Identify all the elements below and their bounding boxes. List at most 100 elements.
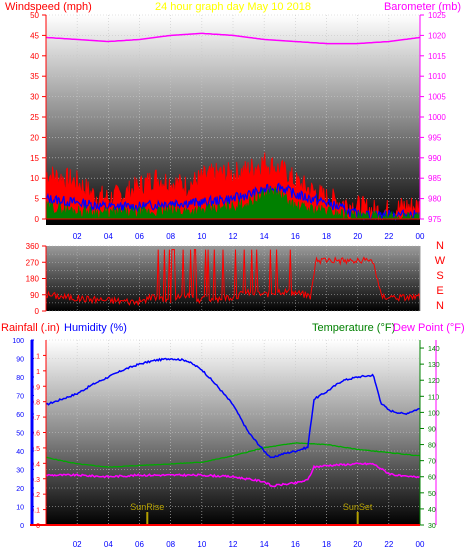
humidity-x-tick-label: 22: [384, 540, 393, 549]
temperature-tick-label: 40: [428, 507, 436, 514]
temperature-tick-label: 80: [428, 443, 436, 450]
humidity-x-tick-label: 12: [229, 540, 238, 549]
wind-low-series: [45, 185, 421, 221]
rain-tick-label: 0.5: [30, 446, 40, 453]
barometer-tick-label: 980: [428, 195, 442, 204]
barometer-tick-label: 985: [428, 174, 442, 183]
humidity-tick-label: 40: [16, 449, 24, 456]
wind-tick-label: 45: [30, 31, 39, 40]
wind-x-tick-label: 10: [197, 232, 206, 241]
windspeed-label: Windspeed (mph): [5, 1, 92, 13]
humidity-tick-label: 100: [12, 338, 24, 345]
sun-marker-label: SunSet: [343, 502, 373, 512]
wind-tick-label: 50: [30, 11, 39, 20]
graph-title: 24 hour graph day May 10 2018: [155, 1, 311, 13]
temperature-tick-label: 110: [428, 394, 439, 401]
wind-tick-label: 5: [35, 195, 40, 204]
humidity-x-tick-label: 04: [104, 540, 113, 549]
barometer-tick-label: 990: [428, 154, 442, 163]
humidity-tick-label: 20: [16, 486, 24, 493]
direction-tick-label: 360: [26, 242, 40, 251]
grid-lines: [46, 14, 421, 526]
temperature-tick-label: 30: [428, 523, 436, 530]
wind-x-tick-label: 12: [229, 232, 238, 241]
compass-label: W: [435, 255, 446, 267]
humidity-tick-label: 50: [16, 431, 24, 438]
direction-tick-label: 0: [35, 307, 40, 316]
barometer-series: [45, 32, 421, 45]
wind-direction-series: [45, 249, 421, 306]
compass-label: E: [436, 285, 443, 297]
temperature-tick-label: 70: [428, 459, 436, 466]
barometer-tick-label: 1000: [428, 113, 446, 122]
temperature-label: Temperature (°F): [312, 322, 395, 334]
humidity-x-tick-label: 02: [73, 540, 82, 549]
rain-tick-label: 1.1: [30, 353, 40, 360]
humidity-x-tick-label: 00: [416, 540, 425, 549]
barometer-tick-label: 1005: [428, 93, 446, 102]
barometer-tick-label: 975: [428, 215, 442, 224]
humidity-tick-label: 90: [16, 357, 24, 364]
compass-label: S: [436, 270, 443, 282]
humidity-tick-label: 0: [20, 523, 24, 530]
barometer-tick-label: 1020: [428, 31, 446, 40]
humidity-series: [45, 357, 421, 459]
barometer-label: Barometer (mb): [384, 1, 461, 13]
humidity-x-tick-label: 10: [197, 540, 206, 549]
humidity-tick-label: 30: [16, 468, 24, 475]
wind-tick-label: 25: [30, 113, 39, 122]
wind-tick-label: 35: [30, 72, 39, 81]
rainfall-label: Rainfall (.in): [1, 322, 60, 334]
rain-tick-label: 0.6: [30, 431, 40, 438]
temperature-tick-label: 90: [428, 426, 436, 433]
rain-tick-label: 0.8: [30, 400, 40, 407]
wind-x-tick-label: 14: [260, 232, 269, 241]
rain-tick-label: 1: [36, 369, 40, 376]
humidity-tick-label: 60: [16, 412, 24, 419]
humidity-tick-label: 80: [16, 375, 24, 382]
wind-x-tick-label: 08: [166, 232, 175, 241]
humidity-x-tick-label: 20: [353, 540, 362, 549]
humidity-tick-label: 70: [16, 394, 24, 401]
temperature-tick-label: 140: [428, 346, 440, 353]
direction-tick-label: 180: [26, 275, 40, 284]
wind-x-tick-label: 20: [353, 232, 362, 241]
rain-tick-label: 0.3: [30, 477, 40, 484]
humidity-x-tick-label: 14: [260, 540, 269, 549]
series-layer: SunRise SunSet: [45, 32, 421, 525]
barometer-tick-label: 1015: [428, 52, 446, 61]
temperature-tick-label: 100: [428, 410, 440, 417]
temperature-tick-label: 120: [428, 378, 440, 385]
humidity-x-tick-label: 16: [291, 540, 300, 549]
wind-tick-label: 40: [30, 52, 39, 61]
temperature-tick-label: 130: [428, 362, 440, 369]
rain-tick-label: 0.7: [30, 415, 40, 422]
compass-label: N: [436, 240, 444, 252]
humidity-x-tick-label: 06: [135, 540, 144, 549]
compass-label: N: [436, 300, 444, 312]
wind-x-tick-label: 06: [135, 232, 144, 241]
direction-tick-label: 270: [26, 258, 40, 267]
wind-x-tick-label: 18: [322, 232, 331, 241]
barometer-tick-label: 1010: [428, 72, 446, 81]
temperature-tick-label: 60: [428, 475, 436, 482]
dewpoint-series: [45, 462, 421, 488]
wind-tick-label: 20: [30, 133, 39, 142]
temperature-series: [45, 442, 421, 468]
wind-x-tick-label: 04: [104, 232, 113, 241]
wind-tick-label: 30: [30, 93, 39, 102]
rain-tick-label: 0: [36, 523, 40, 530]
dewpoint-label: Dew Point (°F): [393, 322, 465, 334]
wind-tick-label: 10: [30, 174, 39, 183]
barometer-tick-label: 1025: [428, 11, 446, 20]
rain-tick-label: 0.2: [30, 492, 40, 499]
wind-tick-label: 15: [30, 154, 39, 163]
wind-x-tick-label: 00: [416, 232, 425, 241]
barometer-tick-label: 995: [428, 133, 442, 142]
humidity-label: Humidity (%): [64, 322, 127, 334]
sun-marker-label: SunRise: [130, 502, 164, 512]
wind-x-tick-label: 16: [291, 232, 300, 241]
rain-tick-label: 0.1: [30, 508, 40, 515]
humidity-tick-label: 10: [16, 505, 24, 512]
